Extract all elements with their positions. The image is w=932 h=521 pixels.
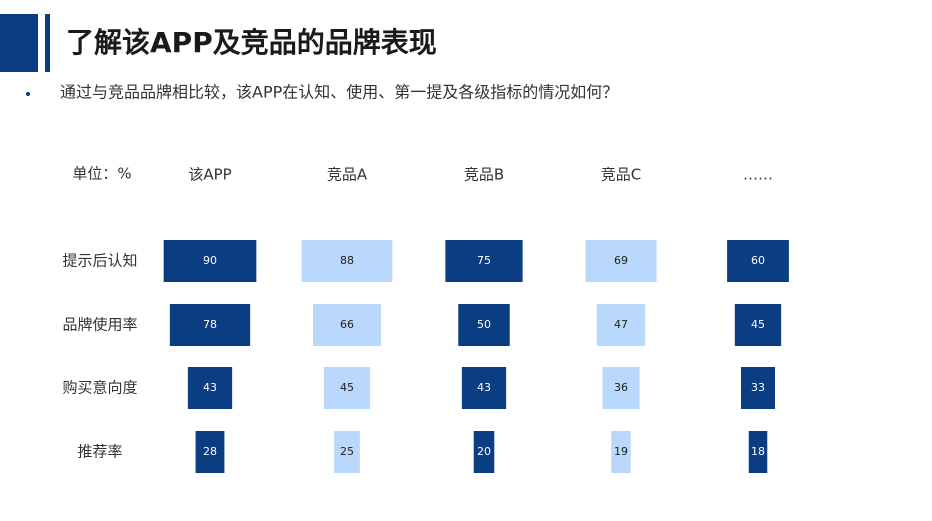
value-label: 78 xyxy=(203,318,217,331)
value-label: 43 xyxy=(477,381,491,394)
value-label: 33 xyxy=(751,381,765,394)
subtitle: 通过与竞品品牌相比较，该APP在认知、使用、第一提及各级指标的情况如何？ xyxy=(60,83,618,102)
value-label: 60 xyxy=(751,254,765,267)
title-block xyxy=(0,14,38,72)
value-label: 75 xyxy=(477,254,491,267)
bar xyxy=(473,431,495,473)
title-bar xyxy=(45,14,50,72)
bar xyxy=(727,240,789,282)
value-label: 88 xyxy=(340,254,354,267)
bar xyxy=(585,240,657,282)
value-label: 20 xyxy=(477,445,491,458)
value-label: 47 xyxy=(614,318,628,331)
title: 了解该APP及竞品的品牌表现 xyxy=(66,26,437,59)
bar xyxy=(461,367,507,409)
value-label: 50 xyxy=(477,318,491,331)
column-header: 竞品A xyxy=(327,166,368,184)
value-label: 66 xyxy=(340,318,354,331)
bar xyxy=(313,304,381,346)
bar xyxy=(445,240,523,282)
bullet xyxy=(26,92,30,96)
row-label: 提示后认知 xyxy=(62,252,137,270)
value-label: 28 xyxy=(203,445,217,458)
value-label: 25 xyxy=(340,445,354,458)
bar xyxy=(163,240,257,282)
value-label: 36 xyxy=(614,381,628,394)
bar xyxy=(334,431,360,473)
value-label: 18 xyxy=(751,445,765,458)
bar xyxy=(301,240,393,282)
bar xyxy=(169,304,251,346)
bar xyxy=(602,367,640,409)
value-label: 45 xyxy=(751,318,765,331)
bar xyxy=(458,304,510,346)
value-label: 43 xyxy=(203,381,217,394)
row-label: 推荐率 xyxy=(77,443,122,461)
column-header: 该APP xyxy=(188,166,231,184)
column-header: 竞品B xyxy=(464,166,504,184)
row-label: 品牌使用率 xyxy=(62,316,137,334)
bar xyxy=(187,367,233,409)
bar xyxy=(748,431,768,473)
bar xyxy=(741,367,775,409)
column-header: 竞品C xyxy=(601,166,641,184)
unit-label: 单位：% xyxy=(72,165,131,183)
value-label: 45 xyxy=(340,381,354,394)
bar xyxy=(596,304,646,346)
column-header: …… xyxy=(743,166,773,184)
row-label: 购买意向度 xyxy=(62,379,137,397)
value-label: 69 xyxy=(614,254,628,267)
value-label: 19 xyxy=(614,445,628,458)
bar xyxy=(323,367,371,409)
bar xyxy=(734,304,782,346)
value-label: 90 xyxy=(203,254,217,267)
bar xyxy=(195,431,225,473)
bar xyxy=(611,431,631,473)
